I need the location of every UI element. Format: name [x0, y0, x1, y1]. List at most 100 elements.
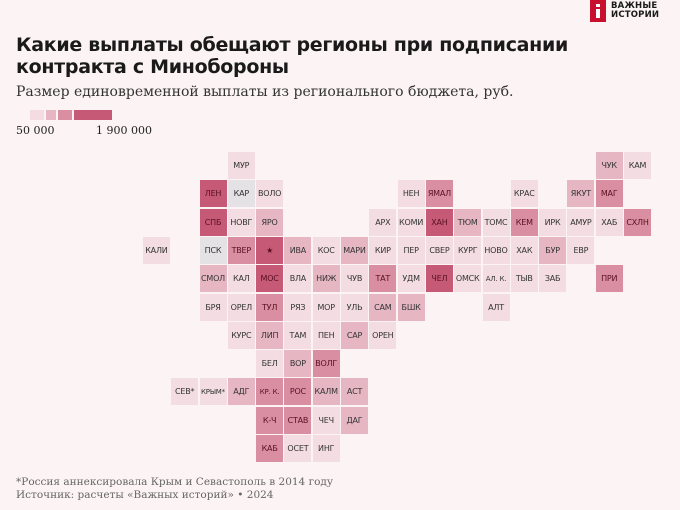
region-tile: ЕВР: [567, 237, 594, 264]
source-note: Источник: расчеты «Важных историй» • 202…: [16, 489, 273, 501]
region-tile: МАРИ: [341, 237, 368, 264]
region-tile: ТУЛ: [256, 294, 283, 321]
legend-max-label: 1 900 000: [96, 124, 152, 137]
region-tile: ОМСК: [454, 265, 481, 292]
region-tile: ВОЛГ: [313, 350, 340, 377]
region-tile: ЧУК: [596, 152, 623, 179]
region-tile: КАБ: [256, 435, 283, 462]
region-tile: СПБ: [200, 209, 227, 236]
region-tile: УДМ: [398, 265, 425, 292]
region-tile: ТОМС: [483, 209, 510, 236]
region-tile: ЧЕЛ: [426, 265, 453, 292]
logo-icon: [590, 0, 606, 22]
region-tile: ТВЕР: [228, 237, 255, 264]
region-tile: БШК: [398, 294, 425, 321]
logo-line-2: ИСТОРИИ: [611, 11, 659, 20]
logo-text: ВАЖНЫЕ ИСТОРИИ: [611, 2, 659, 20]
region-tile: ДАГ: [341, 407, 368, 434]
region-tile: УЛЬ: [341, 294, 368, 321]
region-tile: АЛТ: [483, 294, 510, 321]
region-tile: АРХ: [369, 209, 396, 236]
region-tile: КУРС: [228, 322, 255, 349]
region-tile: ЯКУТ: [567, 180, 594, 207]
region-tile: ИНГ: [313, 435, 340, 462]
region-tile: СВЕР: [426, 237, 453, 264]
legend-step: [30, 110, 44, 120]
region-tile: КЕМ: [511, 209, 538, 236]
region-tile: ХАН: [426, 209, 453, 236]
region-tile: СХЛН: [624, 209, 651, 236]
region-tile: КАР: [228, 180, 255, 207]
region-tile: ЯМАЛ: [426, 180, 453, 207]
region-tile: КОМИ: [398, 209, 425, 236]
region-tile: КРАС: [511, 180, 538, 207]
region-tile: ЯРО: [256, 209, 283, 236]
region-tile: МОС: [256, 265, 283, 292]
legend-scale: [30, 110, 112, 120]
region-tile: БЕЛ: [256, 350, 283, 377]
region-tile: ОРЕЛ: [228, 294, 255, 321]
region-tile: НОВО: [483, 237, 510, 264]
region-tile: КАЛ: [228, 265, 255, 292]
region-tile: СМОЛ: [200, 265, 227, 292]
region-tile: ЧУВ: [341, 265, 368, 292]
region-tile: СТАВ: [284, 407, 311, 434]
region-tile: НИЖ: [313, 265, 340, 292]
region-tile: ИРК: [539, 209, 566, 236]
region-tile: АСТ: [341, 378, 368, 405]
region-tile: САР: [341, 322, 368, 349]
footnote: *Россия аннексировала Крым и Севастополь…: [16, 476, 333, 488]
region-tile: БУР: [539, 237, 566, 264]
region-tile: САМ: [369, 294, 396, 321]
chart-subtitle: Размер единовременной выплаты из региона…: [16, 84, 514, 100]
region-tile: ЛИП: [256, 322, 283, 349]
region-tile: ТЮМ: [454, 209, 481, 236]
region-tile: КР. К.: [256, 378, 283, 405]
logo: ВАЖНЫЕ ИСТОРИИ: [590, 0, 659, 22]
region-tile: МОР: [313, 294, 340, 321]
chart-title: Какие выплаты обещают регионы при подпис…: [16, 34, 606, 78]
legend-min-label: 50 000: [16, 124, 55, 137]
region-tile: ТАТ: [369, 265, 396, 292]
region-tile: ОСЕТ: [284, 435, 311, 462]
region-tile: ХАК: [511, 237, 538, 264]
region-tile: НОВГ: [228, 209, 255, 236]
region-tile: ВЛА: [284, 265, 311, 292]
region-tile: КУРГ: [454, 237, 481, 264]
region-tile: ЧЕЧ: [313, 407, 340, 434]
region-tile: МАГ: [596, 180, 623, 207]
region-tile: ОРЕН: [369, 322, 396, 349]
region-tile: ХАБ: [596, 209, 623, 236]
region-tile: СЕВ*: [171, 378, 198, 405]
region-tile: ПСК: [200, 237, 227, 264]
region-tile: НЕН: [398, 180, 425, 207]
region-tile: БРЯ: [200, 294, 227, 321]
region-tile: АМУР: [567, 209, 594, 236]
region-tile: ТЫВ: [511, 265, 538, 292]
region-tile: АДГ: [228, 378, 255, 405]
region-tile: КАЛИ: [143, 237, 170, 264]
region-tile: АЛ. К.: [483, 265, 510, 292]
legend-step: [58, 110, 72, 120]
region-tile: РЯЗ: [284, 294, 311, 321]
region-tile: К-Ч: [256, 407, 283, 434]
region-tile: ЗАБ: [539, 265, 566, 292]
region-tile: ВОР: [284, 350, 311, 377]
region-tile: РОС: [284, 378, 311, 405]
region-tile: КОС: [313, 237, 340, 264]
region-tile: ТАМ: [284, 322, 311, 349]
region-tile: КАМ: [624, 152, 651, 179]
region-tile: МУР: [228, 152, 255, 179]
region-tile: КРЫМ*: [200, 378, 227, 405]
legend-step: [74, 110, 112, 120]
legend-step: [46, 110, 56, 120]
region-tile: ПЕР: [398, 237, 425, 264]
region-tile: КАЛМ: [313, 378, 340, 405]
region-tile: ЛЕН: [200, 180, 227, 207]
region-tile: ИВА: [284, 237, 311, 264]
region-tile: ПРИ: [596, 265, 623, 292]
region-tile: ВОЛО: [256, 180, 283, 207]
region-tile: ПЕН: [313, 322, 340, 349]
region-tile: КИР: [369, 237, 396, 264]
region-tile: ★: [256, 237, 283, 264]
